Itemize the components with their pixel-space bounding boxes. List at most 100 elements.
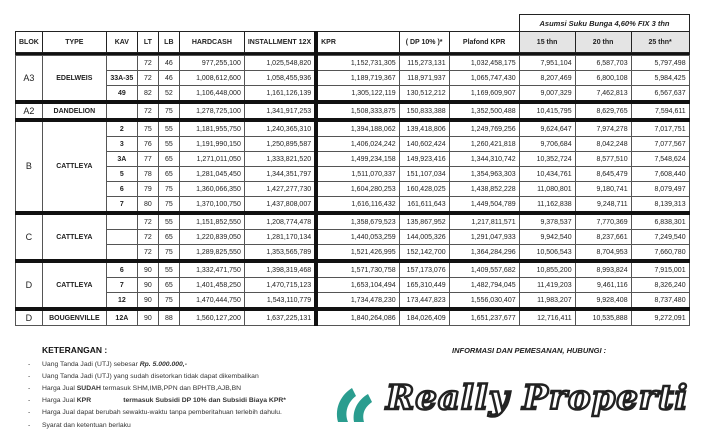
column-header: HARDCASH [178, 31, 245, 53]
kpr-cell: 1,358,679,523 [314, 211, 400, 230]
lb-cell: 75 [157, 181, 180, 197]
installment-cell: 1,437,808,007 [243, 196, 317, 214]
bullet-dash: - [28, 397, 31, 405]
kpr-cell: 1,604,280,253 [314, 181, 400, 197]
kav-cell [105, 211, 138, 230]
t15-cell: 9,942,540 [518, 229, 576, 245]
table-row: 49 82 52 1,106,448,000 1,161,126,139 1,305,12… [16, 85, 690, 103]
t20-cell: 9,928,408 [574, 292, 632, 310]
table-row: D BOUGENVILLE 12A 90 88 1,560,127,200 1,637,22… [15, 307, 690, 326]
dp-cell: 139,418,806 [398, 118, 450, 137]
kpr-cell: 1,394,188,062 [314, 118, 400, 137]
plafond-cell: 1,352,500,488 [448, 100, 520, 121]
column-header: INSTALLMENT 12X [243, 31, 317, 53]
kpr-cell: 1,508,333,875 [314, 100, 400, 121]
t15-cell: 9,706,684 [518, 136, 576, 152]
note-text: Harga Jual [42, 397, 77, 405]
plafond-cell: 1,065,747,430 [448, 70, 520, 86]
installment-cell: 1,161,126,139 [243, 85, 317, 103]
table-row: 72 65 1,220,839,050 1,281,170,134 1,440,053,… [16, 229, 690, 245]
plafond-cell: 1,169,609,907 [448, 85, 520, 103]
table-row: B CATTLEYA 2 75 55 1,181,955,750 1,240,365,310… [15, 118, 690, 214]
kav-cell: 12 [105, 292, 138, 310]
lb-cell: 75 [157, 100, 180, 121]
t25-cell: 7,249,540 [630, 229, 690, 245]
installment-cell: 1,333,821,520 [243, 151, 317, 167]
type-cell: CATTLEYA [41, 118, 107, 214]
interest-assumption: Asumsi Suku Bunga 4,60% FIX 3 thn [519, 14, 690, 32]
kpr-cell: 1,406,024,242 [314, 136, 400, 152]
note-text: Harga Jual [42, 384, 77, 392]
bullet-dash: - [28, 409, 31, 417]
t15-cell: 10,434,761 [518, 166, 576, 182]
note-text: Harga Jual dapat berubah sewaktu-waktu t… [42, 409, 282, 417]
hardcash-cell: 1,220,839,050 [178, 229, 245, 245]
kav-cell: 2 [105, 118, 138, 137]
lb-cell: 75 [157, 292, 180, 310]
t20-cell: 10,535,888 [574, 307, 632, 326]
installment-cell: 1,344,351,797 [243, 166, 317, 182]
note-item: - Uang Tanda Jadi (UTJ) sebesar Rp. 5.000… [28, 358, 286, 370]
lt-cell: 78 [136, 166, 159, 182]
plafond-cell: 1,291,047,933 [448, 229, 520, 245]
dp-cell: 149,923,416 [398, 151, 450, 167]
t20-cell: 7,462,813 [574, 85, 632, 103]
hardcash-cell: 1,470,444,750 [178, 292, 245, 310]
hardcash-cell: 1,181,955,750 [178, 118, 245, 137]
t20-cell: 7,770,369 [574, 211, 632, 230]
dp-cell: 144,005,326 [398, 229, 450, 245]
dp-cell: 130,512,212 [398, 85, 450, 103]
plafond-cell: 1,260,421,818 [448, 136, 520, 152]
column-header: LB [157, 31, 180, 53]
blok-cell: D [15, 259, 43, 310]
kpr-cell: 1,305,122,119 [314, 85, 400, 103]
bullet-dash: - [28, 360, 31, 368]
dp-cell: 152,142,700 [398, 244, 450, 262]
kpr-cell: 1,616,116,432 [314, 196, 400, 214]
dp-cell: 184,026,409 [398, 307, 450, 326]
installment-cell: 1,250,895,587 [243, 136, 317, 152]
installment-cell: 1,240,365,310 [243, 118, 317, 137]
notes-title: KETERANGAN : [42, 345, 108, 355]
t20-cell: 8,042,248 [574, 136, 632, 152]
blok-cell: D [15, 307, 43, 326]
kav-cell: 3 [105, 136, 138, 152]
hardcash-cell: 1,560,127,200 [178, 307, 245, 326]
plafond-cell: 1,409,557,682 [448, 259, 520, 278]
table-row: 33A-35 72 46 1,008,612,600 1,058,455,936 1,18… [16, 70, 690, 86]
plafond-cell: 1,449,504,789 [448, 196, 520, 214]
installment-cell: 1,058,455,936 [243, 70, 317, 86]
kpr-cell: 1,189,719,367 [314, 70, 400, 86]
t20-cell: 9,461,116 [574, 277, 632, 293]
table-row: A3 EDELWEIS 72 46 977,255,100 1,025,548,820 1,… [15, 55, 690, 103]
divider-line [15, 52, 690, 56]
installment-cell: 1,543,110,779 [243, 292, 317, 310]
hardcash-cell: 1,281,045,450 [178, 166, 245, 182]
t15-cell: 10,415,795 [518, 100, 576, 121]
table-row: 5 78 65 1,281,045,450 1,344,351,797 1,511,070… [16, 166, 690, 182]
dp-cell: 140,602,424 [398, 136, 450, 152]
t25-cell: 5,984,425 [630, 70, 690, 86]
hardcash-cell: 1,278,725,100 [178, 100, 245, 121]
lb-cell: 65 [157, 277, 180, 293]
note-item: - Harga Jual dapat berubah sewaktu-waktu … [28, 407, 286, 419]
type-cell: CATTLEYA [41, 211, 107, 262]
t25-cell: 8,326,240 [630, 277, 690, 293]
price-list-table: BLOK TYPE KAV LT LB HARDCASH INSTALLMENT 12X KP… [15, 31, 690, 326]
t25-cell: 7,548,624 [630, 151, 690, 167]
type-cell: BOUGENVILLE [41, 307, 107, 326]
dp-cell: 118,971,937 [398, 70, 450, 86]
kpr-cell: 1,440,053,259 [314, 229, 400, 245]
lb-cell: 55 [157, 136, 180, 152]
bullet-dash: - [28, 421, 31, 429]
kav-cell: 5 [105, 166, 138, 182]
note-item: - Syarat dan ketentuan berlaku [28, 419, 286, 431]
lb-cell: 55 [157, 118, 180, 137]
t20-cell: 6,800,108 [574, 70, 632, 86]
lb-cell: 65 [157, 229, 180, 245]
lb-cell: 55 [157, 211, 180, 230]
plafond-cell: 1,438,852,228 [448, 181, 520, 197]
type-cell: EDELWEIS [41, 55, 107, 103]
t20-cell: 8,629,765 [574, 100, 632, 121]
t15-cell: 12,716,411 [518, 307, 576, 326]
